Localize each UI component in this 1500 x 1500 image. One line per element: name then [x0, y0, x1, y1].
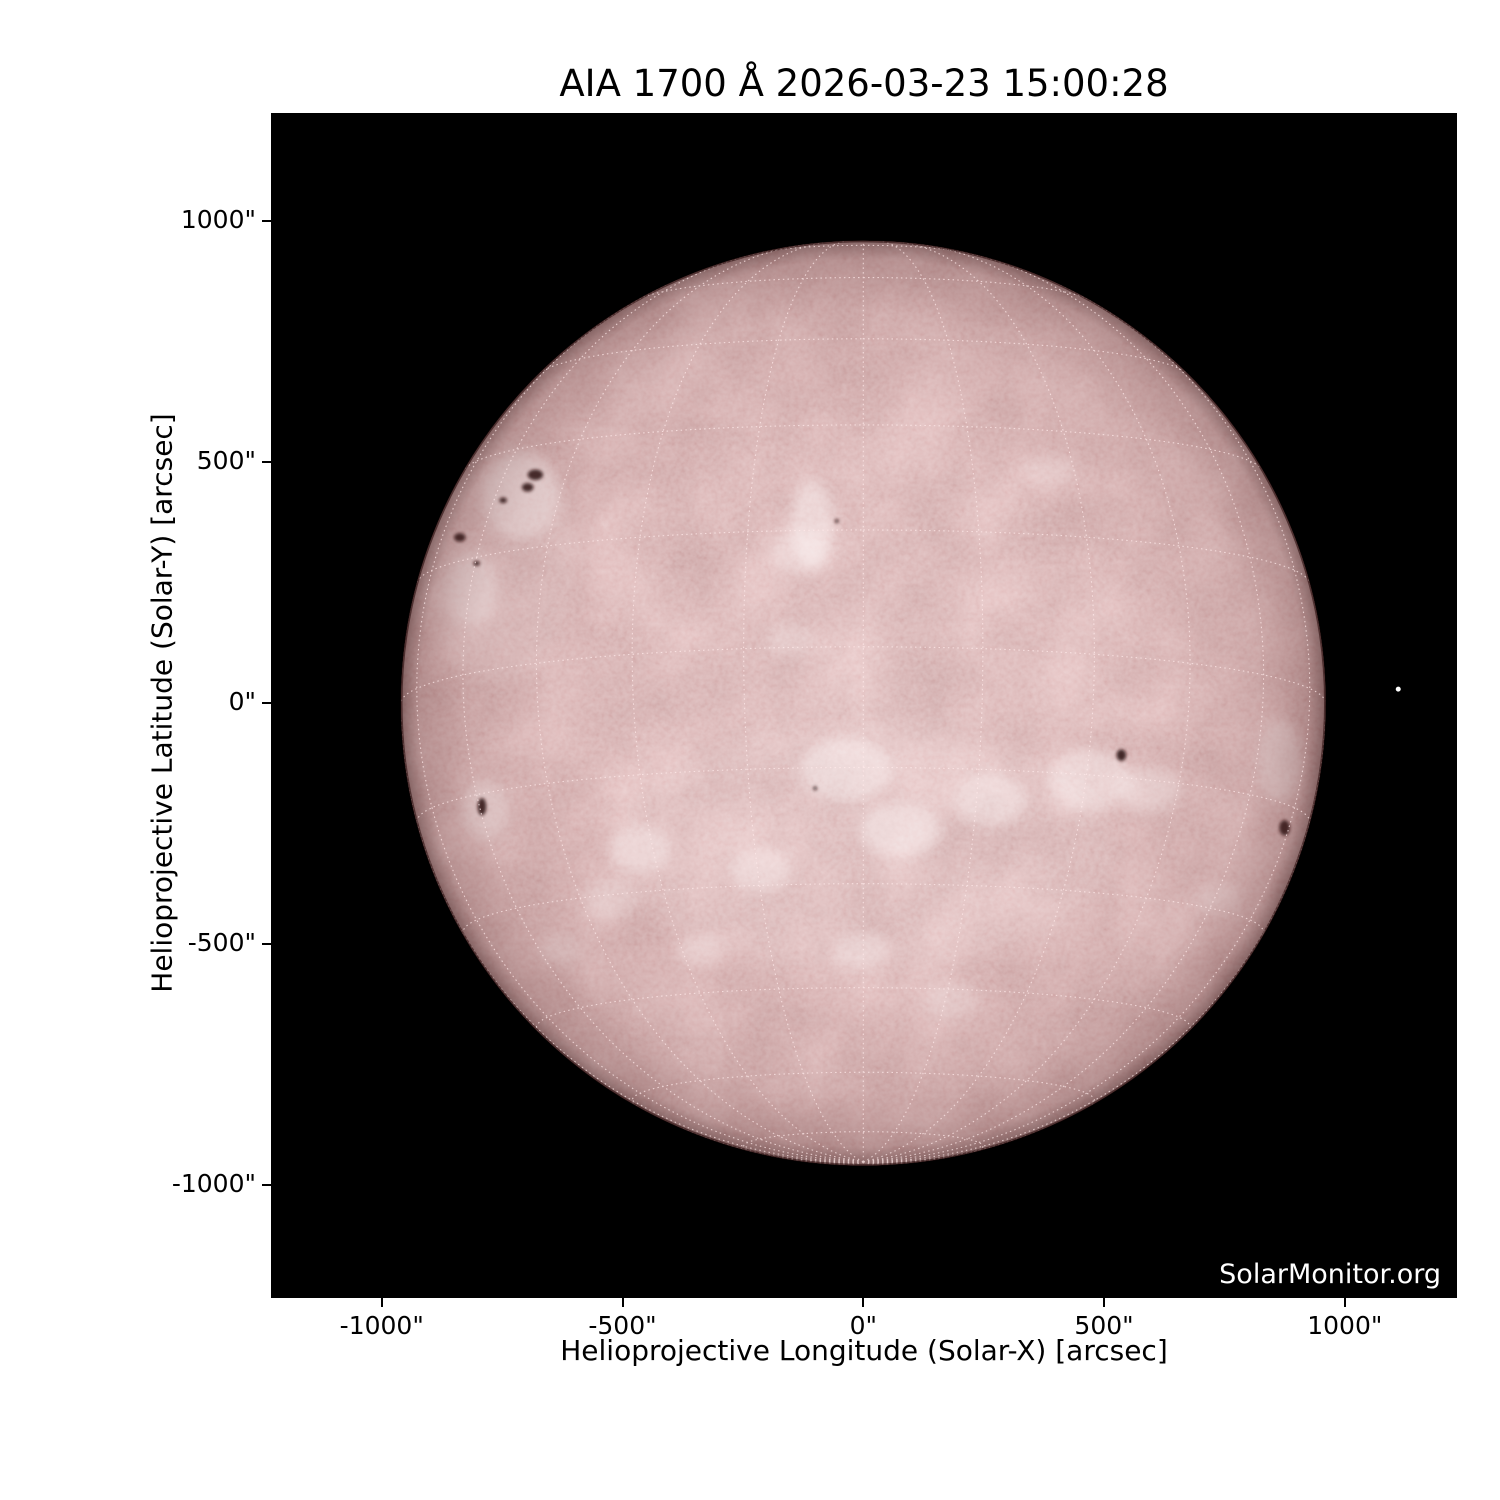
plot-area: SolarMonitor.org [271, 113, 1457, 1298]
solar-limb-edge [400, 240, 1327, 1166]
x-tick-label: 1000" [1307, 1311, 1383, 1340]
watermark: SolarMonitor.org [1219, 1259, 1441, 1290]
x-tick-label: -1000" [339, 1311, 424, 1340]
x-tick-mark [1103, 1298, 1106, 1307]
sun-disk [400, 240, 1327, 1166]
y-tick-mark [262, 220, 271, 223]
y-tick-mark [262, 461, 271, 464]
artifact-dot [1395, 686, 1401, 692]
x-tick-label: 500" [1074, 1311, 1134, 1340]
sun-disk-image [271, 113, 1457, 1298]
figure-title: AIA 1700 Å 2026-03-23 15:00:28 [559, 62, 1169, 105]
y-tick-label: 1000" [180, 205, 256, 235]
y-tick-mark [262, 942, 271, 945]
y-tick-mark [262, 1183, 271, 1186]
y-tick-label: 0" [228, 687, 256, 717]
x-tick-label: -500" [588, 1311, 657, 1340]
x-tick-mark [621, 1298, 624, 1307]
x-tick-mark [380, 1298, 383, 1307]
y-tick-label: -500" [187, 927, 256, 957]
x-tick-mark [1343, 1298, 1346, 1307]
y-tick-label: 500" [196, 446, 256, 476]
x-tick-label: 0" [849, 1311, 877, 1340]
heliographic-grid-lines [401, 240, 1326, 1166]
y-tick-mark [262, 702, 271, 705]
x-axis-label: Helioprojective Longitude (Solar-X) [arc… [560, 1334, 1168, 1367]
x-tick-mark [862, 1298, 865, 1307]
heliographic-grid [401, 240, 1326, 1166]
y-tick-label: -1000" [171, 1168, 256, 1198]
